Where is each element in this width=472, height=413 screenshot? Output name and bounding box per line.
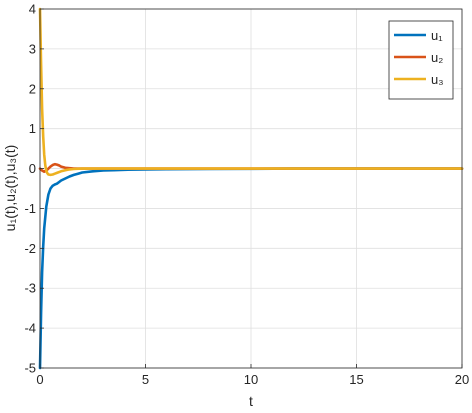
x-axis-label: t — [249, 393, 253, 409]
legend-label-2: u₂ — [431, 50, 443, 65]
y-tick-label-0: -5 — [24, 361, 36, 376]
y-tick-label-6: 1 — [29, 121, 36, 136]
y-tick-label-4: -1 — [24, 201, 36, 216]
legend-label-1: u₁ — [431, 28, 443, 43]
legend: u₁ u₂ u₃ — [388, 20, 454, 100]
x-tick-label-2: 10 — [244, 372, 258, 387]
x-tick-label-3: 15 — [349, 372, 363, 387]
y-tick-label-8: 3 — [29, 41, 36, 56]
x-tick-label-0: 0 — [36, 372, 43, 387]
x-tick-label-4: 20 — [455, 372, 469, 387]
y-tick-label-3: -2 — [24, 241, 36, 256]
series-layer — [38, 7, 464, 370]
x-tick-label-1: 5 — [142, 372, 149, 387]
axis-ticks: 0 5 10 15 20 -5 -4 -3 -2 -1 0 1 2 3 4 — [24, 2, 469, 388]
y-tick-label-2: -3 — [24, 281, 36, 296]
legend-box — [388, 20, 454, 100]
series-line-3 — [38, 7, 464, 177]
legend-label-3: u₃ — [431, 72, 444, 87]
y-tick-label-7: 2 — [29, 81, 36, 96]
y-tick-label-1: -4 — [24, 321, 36, 336]
y-axis-label: u₁(t),u₂(t),u₃(t) — [2, 145, 18, 232]
y-tick-label-9: 4 — [29, 2, 36, 17]
y-tick-label-5: 0 — [29, 161, 36, 176]
